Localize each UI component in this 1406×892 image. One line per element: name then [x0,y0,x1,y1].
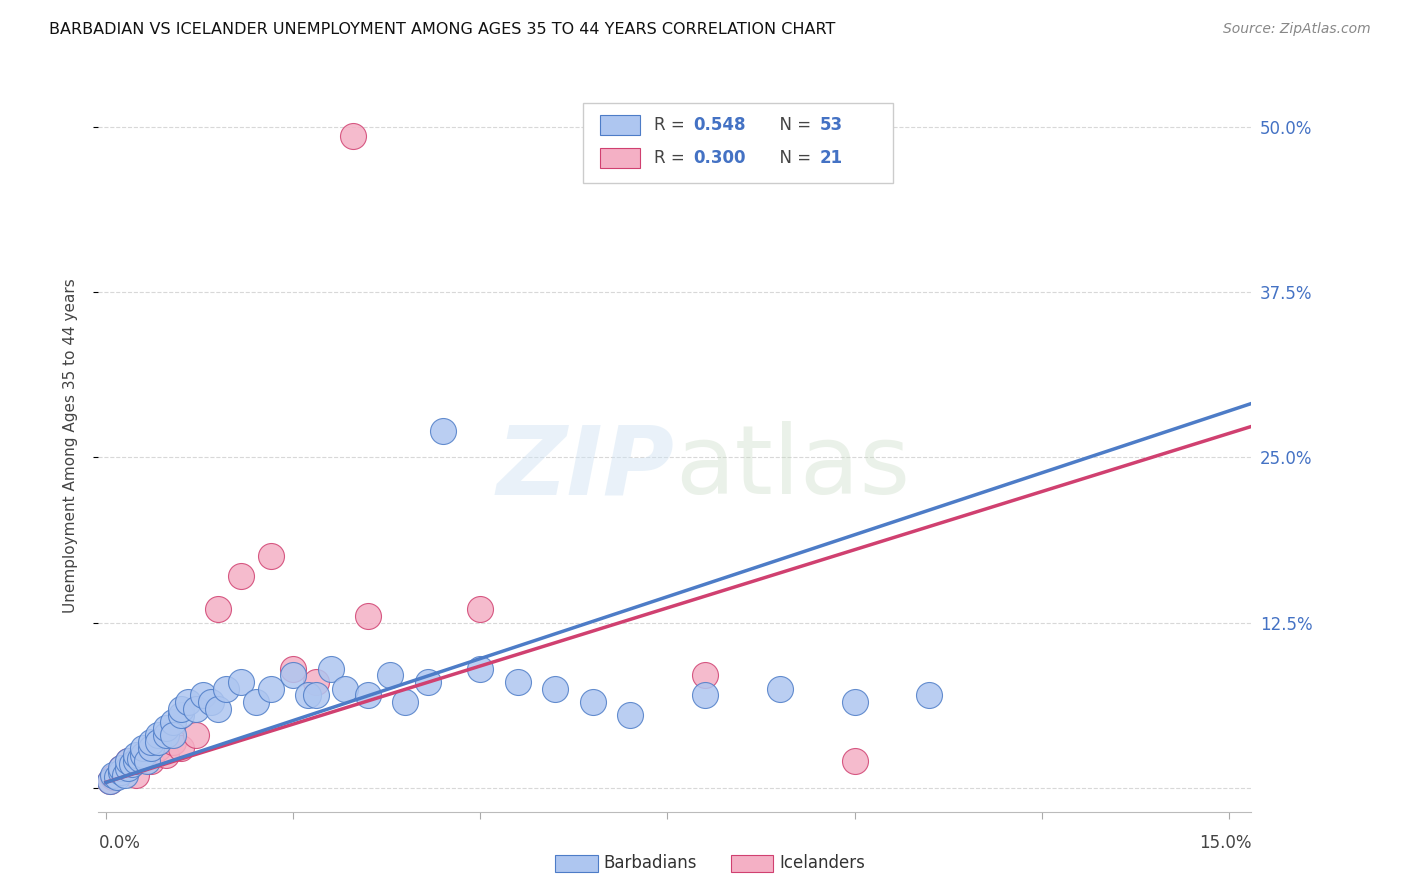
Point [297,689,319,703]
Point [581,695,603,709]
Point [380,668,402,682]
Point [110,765,132,780]
Point [98,774,121,789]
Point [117,755,139,769]
Point [139,741,162,756]
Point [103,767,125,781]
Point [619,708,641,723]
Point [416,675,439,690]
Text: 53: 53 [820,116,842,134]
Point [128,752,150,766]
Point [162,728,184,742]
Point [769,681,792,696]
Point [259,549,281,564]
Text: 0.0%: 0.0% [98,834,141,852]
Point [162,734,184,748]
Point [229,569,252,583]
Text: N =: N = [769,149,817,167]
Point [155,722,177,736]
Text: 0.548: 0.548 [693,116,745,134]
Point [506,675,529,690]
Point [207,701,229,715]
Point [105,770,128,784]
Point [335,681,357,696]
Point [304,689,326,703]
Text: atlas: atlas [675,421,910,515]
Point [148,728,170,742]
Point [207,602,229,616]
Point [170,741,193,756]
Point [125,747,148,762]
Point [125,755,148,769]
Point [544,681,567,696]
Text: ZIP: ZIP [496,421,675,515]
Point [259,681,281,696]
Point [117,761,139,775]
Point [193,689,215,703]
Point [155,747,177,762]
Point [215,681,238,696]
Point [319,662,342,676]
Point [177,695,200,709]
Text: N =: N = [769,116,817,134]
Point [139,755,162,769]
Point [121,757,143,772]
Point [844,695,866,709]
Text: 15.0%: 15.0% [1199,834,1251,852]
Point [394,695,416,709]
Point [184,701,207,715]
Point [114,767,136,781]
Point [155,728,177,742]
Point [98,774,121,789]
Point [132,741,155,756]
Point [170,701,193,715]
Point [132,747,155,762]
Point [103,770,125,784]
Text: 0.300: 0.300 [693,149,745,167]
Point [281,662,304,676]
Text: Icelanders: Icelanders [779,854,865,871]
Point [245,695,267,709]
Point [200,695,222,709]
Point [125,767,148,781]
Point [162,714,184,729]
Point [693,689,716,703]
Point [139,734,162,748]
Point [170,708,193,723]
Point [110,761,132,775]
Point [342,128,364,143]
Text: 21: 21 [820,149,842,167]
Point [470,602,492,616]
Point [470,662,492,676]
Point [281,668,304,682]
Point [357,609,380,624]
Point [304,675,326,690]
Point [136,755,159,769]
Point [110,761,132,775]
Text: Barbadians: Barbadians [603,854,697,871]
Point [132,747,155,762]
Text: R =: R = [654,149,690,167]
Text: R =: R = [654,116,690,134]
Point [229,675,252,690]
Point [117,755,139,769]
Point [184,728,207,742]
Point [148,741,170,756]
Point [918,689,941,703]
Text: Source: ZipAtlas.com: Source: ZipAtlas.com [1223,22,1371,37]
Point [844,755,866,769]
Y-axis label: Unemployment Among Ages 35 to 44 years: Unemployment Among Ages 35 to 44 years [63,278,77,614]
Point [357,689,380,703]
Point [432,424,454,438]
Text: BARBADIAN VS ICELANDER UNEMPLOYMENT AMONG AGES 35 TO 44 YEARS CORRELATION CHART: BARBADIAN VS ICELANDER UNEMPLOYMENT AMON… [49,22,835,37]
Point [148,734,170,748]
Point [693,668,716,682]
